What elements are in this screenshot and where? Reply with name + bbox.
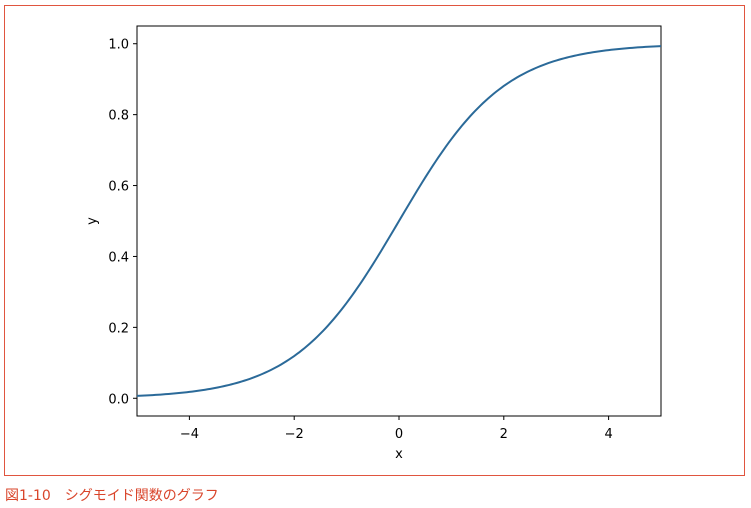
x-tick-label: 4 xyxy=(604,427,612,442)
y-axis: 0.0 0.2 0.4 0.6 0.8 1.0 xyxy=(108,38,137,407)
y-tick-label: 0.8 xyxy=(108,109,129,124)
x-tick-label: −4 xyxy=(180,427,199,442)
y-tick-label: 0.4 xyxy=(108,250,129,265)
x-tick-label: 2 xyxy=(500,427,508,442)
x-tick-label: −2 xyxy=(285,427,304,442)
x-tick-label: 0 xyxy=(395,427,403,442)
x-axis: −4 −2 0 2 4 xyxy=(180,416,613,442)
y-axis-label: y xyxy=(85,217,100,225)
y-tick-label: 1.0 xyxy=(108,38,129,53)
y-tick-label: 0.0 xyxy=(108,392,129,407)
sigmoid-chart: −4 −2 0 2 4 0.0 0.2 0.4 0.6 0.8 1.0 x y xyxy=(85,25,662,462)
figure-frame xyxy=(4,5,745,476)
sigmoid-curve xyxy=(136,45,662,397)
figure-caption: 図1-10 シグモイド関数のグラフ xyxy=(5,488,219,504)
y-tick-label: 0.2 xyxy=(108,321,129,336)
y-tick-label: 0.6 xyxy=(108,180,129,195)
x-axis-label: x xyxy=(395,447,403,462)
